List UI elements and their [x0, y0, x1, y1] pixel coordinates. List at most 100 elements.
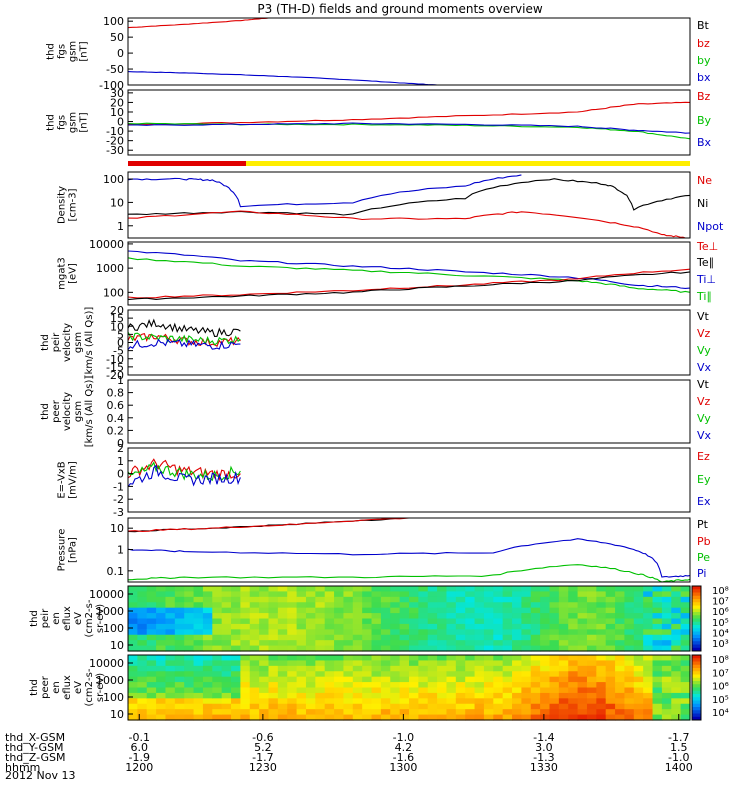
y-tick-label: 20: [110, 96, 124, 109]
heatmap-cell: [540, 703, 551, 710]
heatmap-cell: [446, 698, 457, 705]
heatmap-cell: [137, 629, 148, 636]
heatmap-cell: [362, 665, 373, 672]
heatmap-cell: [268, 607, 279, 614]
x-row-label: thd_Y-GSM: [5, 741, 64, 754]
heatmap-cell: [568, 676, 579, 683]
heatmap-cell: [605, 714, 616, 721]
heatmap-cell: [427, 698, 438, 705]
heatmap-cell: [240, 676, 251, 683]
heatmap-cell: [521, 645, 532, 652]
ylabel-line: peir: [51, 332, 62, 352]
heatmap-cell: [680, 665, 691, 672]
heatmap-cell: [596, 655, 607, 662]
heatmap-cell: [193, 623, 204, 630]
heatmap-cell: [549, 596, 560, 603]
heatmap-cell: [202, 655, 213, 662]
heatmap-cell: [343, 634, 354, 641]
heatmap-cell: [259, 586, 270, 593]
heatmap-cell: [596, 602, 607, 609]
heatmap-cell: [156, 645, 167, 652]
heatmap-cell: [671, 660, 682, 667]
y-tick-label: -10: [106, 353, 124, 366]
heatmap-cell: [137, 709, 148, 716]
heatmap-cell: [558, 596, 569, 603]
heatmap-cell: [296, 703, 307, 710]
heatmap-cell: [315, 687, 326, 694]
heatmap-cell: [446, 655, 457, 662]
heatmap-cell: [324, 640, 335, 647]
series-line-Pe: [127, 564, 691, 583]
heatmap-cell: [334, 714, 345, 721]
heatmap-cell: [296, 665, 307, 672]
heatmap-cell: [128, 640, 138, 647]
heatmap-cell: [352, 607, 363, 614]
heatmap-cell: [671, 596, 682, 603]
x-row-value: -1.0: [668, 751, 689, 764]
heatmap-cell: [259, 692, 270, 699]
heatmap-cell: [643, 671, 654, 678]
panel-ylabel: thdpeirvelocitygsm[km/s (All Qs)]: [40, 307, 95, 379]
heatmap-cell: [474, 602, 485, 609]
heatmap-cell: [128, 665, 138, 672]
heatmap-cell: [558, 676, 569, 683]
heatmap-cell: [577, 618, 588, 625]
heatmap-cell: [343, 687, 354, 694]
heatmap-cell: [343, 682, 354, 689]
heatmap-cell: [643, 591, 654, 598]
heatmap-cell: [287, 591, 298, 598]
heatmap-cell: [558, 698, 569, 705]
colorbar-segment: [692, 615, 701, 619]
heatmap-cell: [165, 692, 176, 699]
heatmap-cell: [277, 698, 288, 705]
heatmap-cell: [624, 698, 635, 705]
heatmap-cell: [324, 698, 335, 705]
heatmap-cell: [530, 618, 541, 625]
heatmap-cell: [615, 687, 626, 694]
heatmap-cell: [343, 613, 354, 620]
x-row-value: 1.5: [670, 741, 688, 754]
heatmap-cell: [371, 671, 382, 678]
heatmap-cell: [334, 618, 345, 625]
heatmap-cell: [287, 602, 298, 609]
heatmap-cell: [296, 698, 307, 705]
heatmap-cell: [633, 591, 644, 598]
heatmap-cell: [474, 709, 485, 716]
heatmap-cell: [128, 613, 138, 620]
heatmap-cell: [483, 655, 494, 662]
x-row-label: thd_X-GSM: [5, 731, 65, 744]
heatmap-cell: [615, 655, 626, 662]
heatmap-cell: [156, 591, 167, 598]
colorbar-segment: [692, 641, 701, 645]
heatmap-cell: [633, 602, 644, 609]
y-tick-label: 0.4: [107, 412, 125, 425]
heatmap-cell: [493, 640, 504, 647]
panel-frame: [127, 654, 691, 721]
heatmap-cell: [633, 596, 644, 603]
heatmap-cell: [671, 623, 682, 630]
heatmap-cell: [605, 655, 616, 662]
y-tick-label: -5: [113, 345, 124, 358]
heatmap-cell: [540, 586, 551, 593]
heatmap-cell: [549, 645, 560, 652]
ylabel-line: (cm2-s-: [84, 599, 95, 637]
ylabel-line: [cm-3]: [68, 188, 79, 221]
heatmap-cell: [174, 623, 185, 630]
y-tick-label: -30: [106, 144, 124, 157]
heatmap-cell: [474, 698, 485, 705]
colorbar-segment: [692, 589, 701, 593]
heatmap-cell: [540, 613, 551, 620]
heatmap-cell: [212, 676, 223, 683]
heatmap-cell: [240, 703, 251, 710]
heatmap-cell: [352, 634, 363, 641]
heatmap-cell: [540, 629, 551, 636]
legend-Bz: Bz: [697, 90, 711, 103]
heatmap-cell: [268, 602, 279, 609]
y-tick-label: 10: [110, 106, 124, 119]
heatmap-cell: [605, 671, 616, 678]
ylabel-line: Pressure: [57, 529, 68, 572]
x-row-value: 6.0: [130, 741, 148, 754]
heatmap-cell: [287, 613, 298, 620]
heatmap-cell: [568, 629, 579, 636]
